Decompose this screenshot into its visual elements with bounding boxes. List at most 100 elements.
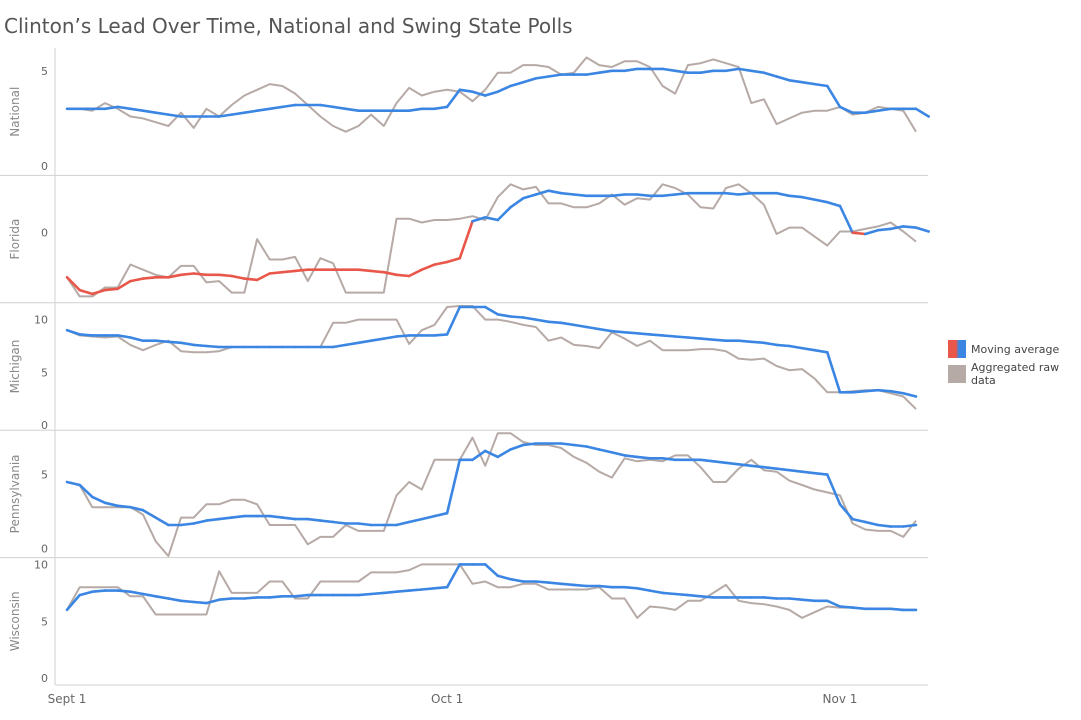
moving-average-segment	[800, 195, 816, 201]
moving-average-segment	[800, 470, 816, 475]
moving-average-segment	[711, 459, 728, 465]
moving-average-segment	[103, 287, 119, 292]
moving-average-segment	[559, 582, 576, 587]
moving-average-segment	[749, 340, 766, 345]
moving-average-segment	[268, 105, 284, 111]
moving-average-segment	[483, 449, 500, 459]
moving-average-segment	[521, 193, 538, 200]
moving-average-segment	[78, 590, 94, 597]
moving-average-segment	[407, 107, 424, 112]
panel-label-florida: Florida	[8, 219, 22, 260]
moving-average-segment	[572, 323, 588, 329]
moving-average-segment	[217, 516, 233, 521]
moving-average-segment	[623, 67, 639, 73]
moving-average-segment	[724, 191, 740, 196]
moving-average-segment	[762, 465, 778, 471]
moving-average-segment	[382, 335, 398, 340]
moving-average-segment	[787, 597, 804, 602]
moving-average-segment	[65, 593, 81, 612]
moving-average-segment	[167, 597, 183, 603]
moving-average-segment	[876, 523, 893, 528]
moving-average-segment	[863, 520, 880, 527]
moving-average-segment	[775, 343, 791, 348]
moving-average-segment	[78, 288, 94, 296]
moving-average-segment	[534, 189, 550, 196]
moving-average-segment	[775, 191, 791, 198]
moving-average-segment	[673, 69, 690, 74]
moving-average-segment	[103, 501, 119, 508]
moving-average-segment	[825, 473, 842, 506]
moving-average-segment	[825, 200, 842, 208]
moving-average-segment	[914, 226, 931, 233]
moving-average-segment	[787, 468, 804, 474]
moving-average-segment	[825, 350, 842, 394]
moving-average-segment	[369, 269, 386, 274]
y-tick-label: 0	[41, 160, 48, 173]
raw-data-swatch	[948, 365, 966, 383]
moving-average-segment	[863, 388, 880, 393]
moving-average-segment	[509, 80, 525, 88]
x-tick-label: Oct 1	[431, 692, 463, 706]
moving-average-segment	[737, 67, 753, 73]
moving-average-segment	[129, 590, 145, 596]
moving-average-segment	[319, 519, 335, 524]
y-tick-label: 5	[41, 615, 48, 628]
moving-average-segment	[623, 585, 639, 590]
moving-average-segment	[876, 227, 893, 232]
moving-average-segment	[661, 456, 677, 462]
moving-average-segment	[116, 334, 132, 339]
moving-average-segment	[344, 341, 360, 347]
moving-average-segment	[623, 454, 639, 459]
moving-average-segment	[661, 193, 677, 198]
moving-average-segment	[154, 516, 170, 527]
moving-average-segment	[597, 448, 614, 454]
moving-average-segment	[496, 574, 512, 581]
panel-florida: Florida 0	[0, 174, 931, 303]
moving-average-segment	[395, 520, 411, 527]
moving-average-segment	[648, 333, 664, 337]
moving-average-segment	[711, 338, 728, 343]
moving-average-segment	[141, 508, 157, 519]
panel-label-michigan: Michigan	[8, 340, 22, 394]
moving-average-line	[65, 563, 918, 612]
moving-average-segment	[635, 586, 652, 592]
legend-item-raw-data[interactable]: Aggregated raw data	[948, 361, 1081, 387]
moving-average-segment	[471, 216, 487, 223]
moving-average-segment	[635, 455, 652, 460]
raw-data-line	[66, 432, 917, 558]
moving-average-segment	[813, 82, 829, 88]
y-tick-label: 10	[34, 314, 48, 327]
moving-average-segment	[838, 605, 854, 609]
moving-average-segment	[319, 103, 335, 109]
moving-average-segment	[699, 69, 715, 74]
moving-average-segment	[141, 275, 157, 280]
legend-item-moving-average[interactable]: Moving average	[948, 338, 1081, 360]
moving-average-segment	[509, 443, 525, 451]
moving-average-segment	[673, 335, 690, 339]
moving-average-swatch	[948, 340, 966, 358]
moving-average-segment	[116, 504, 132, 509]
moving-average-segment	[673, 592, 690, 597]
moving-average-segment	[116, 105, 132, 111]
moving-average-segment	[293, 268, 310, 273]
y-tick-label: 0	[41, 419, 48, 432]
moving-average-segment	[699, 458, 715, 463]
raw-data-line	[66, 563, 916, 619]
x-tick-label: Sept 1	[48, 692, 87, 706]
moving-average-segment	[433, 105, 449, 111]
moving-average-segment	[179, 341, 195, 347]
moving-average-segment	[205, 598, 221, 605]
moving-average-segment	[610, 193, 626, 198]
moving-average-segment	[331, 520, 348, 525]
moving-average-segment	[65, 328, 81, 336]
y-tick-label: 5	[41, 65, 48, 78]
moving-average-segment	[192, 600, 208, 605]
panel-label-national: National	[8, 87, 22, 137]
moving-average-segment	[901, 523, 918, 528]
moving-average-segment	[661, 67, 677, 73]
y-tick-label: 10	[34, 558, 48, 571]
moving-average-segment	[876, 388, 893, 393]
moving-average-segment	[876, 107, 893, 112]
